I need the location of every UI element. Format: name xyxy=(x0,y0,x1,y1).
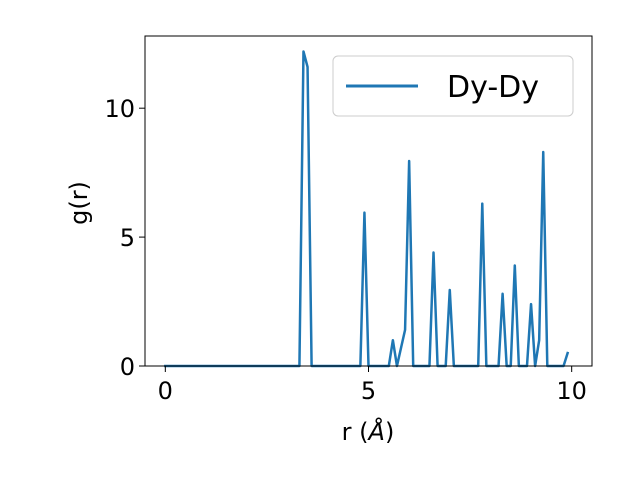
y-tick-label: 0 xyxy=(120,353,135,381)
x-axis-label-suffix: ) xyxy=(385,418,394,446)
y-tick-label: 10 xyxy=(104,95,135,123)
x-axis-label-prefix: r ( xyxy=(342,418,369,446)
series-layer xyxy=(164,50,570,368)
series-line-0 xyxy=(164,50,570,368)
legend-label: Dy-Dy xyxy=(447,70,539,105)
x-tick-label: 0 xyxy=(158,377,173,405)
x-axis-label: r (Å) xyxy=(342,417,395,446)
legend-box xyxy=(332,55,574,117)
tick-layer: 0 5 10 0 5 10 xyxy=(104,95,587,405)
y-axis-label: g(r) xyxy=(65,181,93,225)
x-axis-label-unit: Å xyxy=(367,417,385,446)
x-tick-label: 10 xyxy=(556,377,587,405)
y-tick-label: 5 xyxy=(120,224,135,252)
x-tick-label: 5 xyxy=(361,377,376,405)
legend: Dy-Dy xyxy=(332,55,574,117)
